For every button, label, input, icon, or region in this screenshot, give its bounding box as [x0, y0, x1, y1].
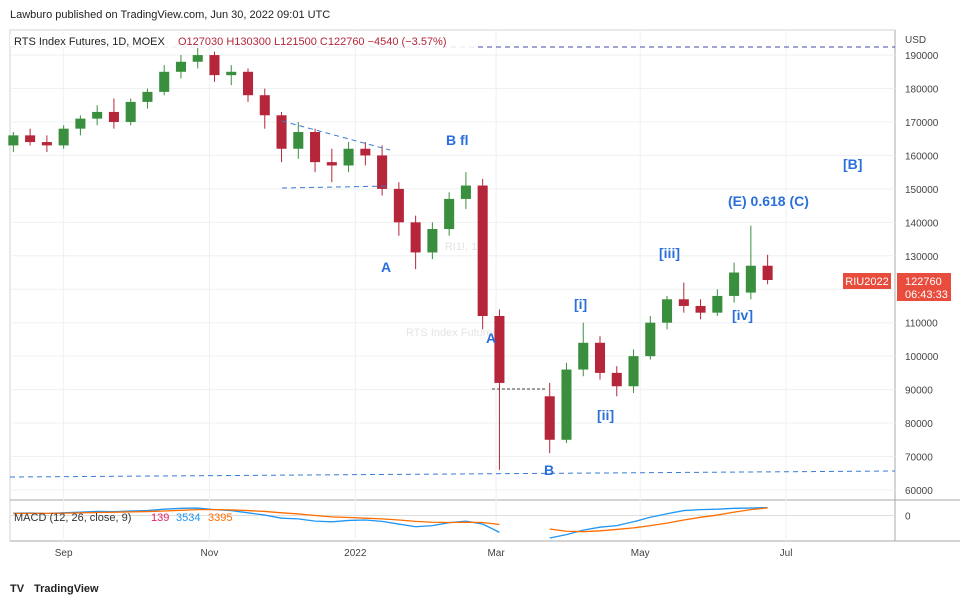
- candle-body: [293, 132, 304, 149]
- candle-body: [242, 71, 254, 96]
- signal-value: 3395: [208, 512, 232, 524]
- candle-body: [41, 142, 52, 146]
- countdown: 06:43:33: [905, 289, 948, 301]
- candle-body: [712, 295, 723, 313]
- macd-tick-label: 0: [905, 512, 911, 523]
- candle-body: [226, 71, 237, 76]
- watermark-ticker: RI1!, 1D: [445, 241, 485, 253]
- candle-body: [678, 299, 689, 306]
- plot-layer: 6000070000800009000010000011000012000013…: [8, 30, 939, 559]
- footer: TradingView: [34, 583, 99, 595]
- y-tick-label: 170000: [905, 118, 939, 129]
- x-tick-label: Jul: [780, 548, 793, 559]
- macd-value: 3534: [176, 512, 200, 524]
- y-tick-label: 160000: [905, 151, 939, 162]
- candle-body: [477, 185, 488, 317]
- candle-body: [175, 61, 186, 72]
- candle-body: [578, 342, 589, 370]
- header: Lawburo published on TradingView.com, Ju…: [10, 9, 330, 21]
- candle-body: [393, 188, 404, 223]
- candle-body: [108, 111, 119, 122]
- candle-body: [444, 198, 455, 230]
- annotation: [iv]: [732, 307, 753, 323]
- tag-label: RIU2022: [845, 276, 888, 288]
- y-tick-label: 70000: [905, 453, 933, 464]
- candle-body: [159, 71, 170, 92]
- candle-body: [410, 222, 421, 253]
- y-tick-label: 180000: [905, 85, 939, 96]
- y-tick-label: 80000: [905, 419, 933, 430]
- candle-body: [75, 118, 86, 129]
- x-tick-label: 2022: [344, 548, 367, 559]
- candle-body: [58, 128, 69, 146]
- logo: TV: [10, 583, 25, 595]
- annotation: A: [381, 259, 391, 275]
- y-tick-label: 90000: [905, 386, 933, 397]
- candle-body: [695, 305, 706, 313]
- candle-body: [662, 299, 673, 323]
- x-tick-label: Nov: [201, 548, 219, 559]
- macd-name: MACD (12, 26, close, 9): [14, 512, 131, 524]
- candle-body: [326, 162, 337, 166]
- candle-body: [645, 322, 656, 357]
- candle-body: [460, 185, 471, 199]
- candle-body: [310, 132, 321, 163]
- annotation: [i]: [574, 296, 587, 312]
- symbol: RTS Index Futures, 1D, MOEX: [14, 36, 165, 48]
- y-tick-label: 140000: [905, 218, 939, 229]
- macd-hist-value: 139: [151, 512, 169, 524]
- y-tick-label: 60000: [905, 486, 933, 497]
- candle-body: [729, 272, 740, 296]
- candle-body: [92, 111, 103, 119]
- candle-body: [611, 372, 622, 387]
- candle-body: [745, 265, 756, 293]
- annotation: B: [544, 462, 554, 478]
- candle-body: [276, 115, 287, 149]
- y-tick-label: 110000: [905, 319, 938, 330]
- annotation: B fl: [446, 132, 469, 148]
- candle-body: [343, 148, 354, 166]
- candle-body: [494, 316, 505, 383]
- candle-body: [427, 229, 438, 253]
- y-tick-label: 100000: [905, 352, 939, 363]
- macd-line: [13, 506, 768, 539]
- trend-line: [281, 185, 391, 189]
- candle-body: [25, 135, 36, 143]
- watermark-name: RTS Index Futures: [406, 327, 499, 339]
- level-line: [9, 470, 896, 478]
- candle-body: [561, 369, 572, 440]
- candle-body: [762, 265, 773, 281]
- signal-line: [13, 507, 768, 533]
- candle-body: [125, 101, 136, 122]
- candle-body: [8, 135, 19, 146]
- candle-body: [628, 356, 639, 387]
- candle-body: [544, 396, 555, 440]
- annotation: [ii]: [597, 407, 614, 423]
- candle-body: [192, 55, 203, 62]
- candle-body: [377, 155, 388, 189]
- annotation: (E) 0.618 (C): [728, 193, 809, 209]
- ohlc: O127030 H130300 L121500 C122760 −4540 (−…: [178, 36, 447, 48]
- currency: USD: [905, 35, 926, 46]
- y-tick-label: 150000: [905, 185, 939, 196]
- candle-body: [360, 148, 371, 156]
- price-tag: 122760: [905, 276, 942, 288]
- candle-body: [594, 342, 606, 373]
- legend-bg: [10, 34, 478, 48]
- x-tick-label: Sep: [55, 548, 73, 559]
- x-tick-label: Mar: [487, 548, 505, 559]
- price-tag-bg: [897, 273, 951, 301]
- candle-body: [142, 91, 153, 102]
- candle-body: [209, 55, 220, 76]
- annotation: A: [486, 330, 496, 346]
- y-tick-label: 130000: [905, 252, 939, 263]
- y-tick-label: 190000: [905, 51, 939, 62]
- annotation: [iii]: [659, 245, 680, 261]
- x-tick-label: May: [631, 548, 650, 559]
- tag-label-bg: [843, 273, 891, 289]
- candle-body: [259, 95, 270, 116]
- annotation: [B]: [843, 156, 862, 172]
- trend-line: [281, 120, 391, 151]
